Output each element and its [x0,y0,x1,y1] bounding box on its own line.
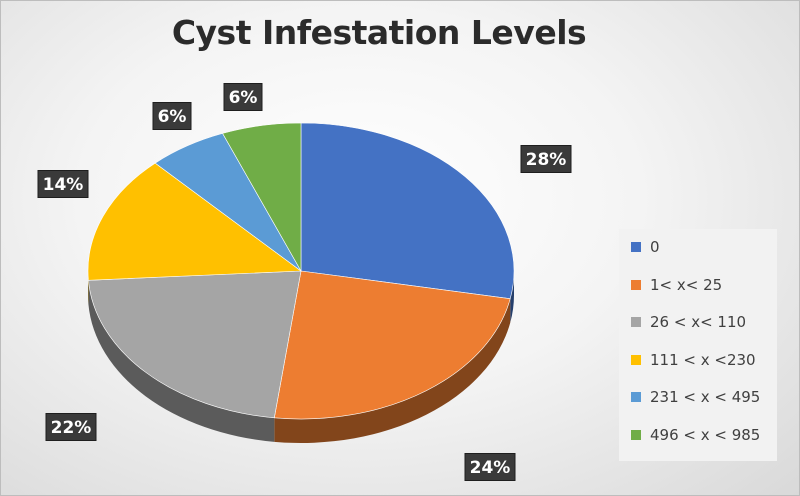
legend-label: 1< x< 25 [650,275,723,294]
pie-side-2 [88,280,275,442]
data-label-0: 28% [520,145,572,173]
data-label-5: 6% [223,83,263,111]
svg-text:6%: 6% [229,88,258,108]
pie-side-0 [510,271,514,323]
svg-text:22%: 22% [51,418,92,438]
legend-item-3: 111 < x <230 [631,350,756,370]
legend-item-1: 1< x< 25 [631,275,722,295]
data-label-2: 22% [45,413,97,441]
pie-slice-3 [87,162,302,281]
legend-swatch [631,242,641,252]
svg-text:14%: 14% [43,175,84,195]
data-label-3: 14% [37,170,89,198]
data-label-4: 6% [152,102,192,130]
legend-label: 0 [650,238,660,256]
legend-item-2: 26 < x< 110 [631,312,746,332]
legend: 0 1< x< 25 26 < x< 110 111 < x <230 231 < x … [619,229,777,461]
svg-text:6%: 6% [158,107,187,127]
pie-side-1 [274,298,511,443]
legend-swatch [631,429,641,440]
legend-label: 231 < x < 495 [650,388,761,406]
legend-swatch [631,354,641,365]
svg-text:28%: 28% [526,150,567,170]
chart-title: Cyst Infestation Levels [171,13,587,52]
pie-slice-1 [273,270,511,420]
legend-label: 496 < x < 985 [650,425,761,444]
legend-label: 26 < x< 110 [650,313,747,331]
legend-swatch [631,392,641,402]
legend-label: 111 < x <230 [650,350,756,369]
legend-item-0: 0 [631,237,660,257]
legend-swatch [631,279,641,290]
pie-slice-2 [88,270,302,419]
legend-swatch [631,317,641,327]
pie-slice-0 [300,122,515,300]
data-label-1: 24% [464,453,516,481]
legend-item-4: 231 < x < 495 [631,387,760,407]
svg-text:24%: 24% [470,458,511,478]
legend-item-5: 496 < x < 985 [631,425,760,445]
pie-slice-5 [222,122,302,273]
